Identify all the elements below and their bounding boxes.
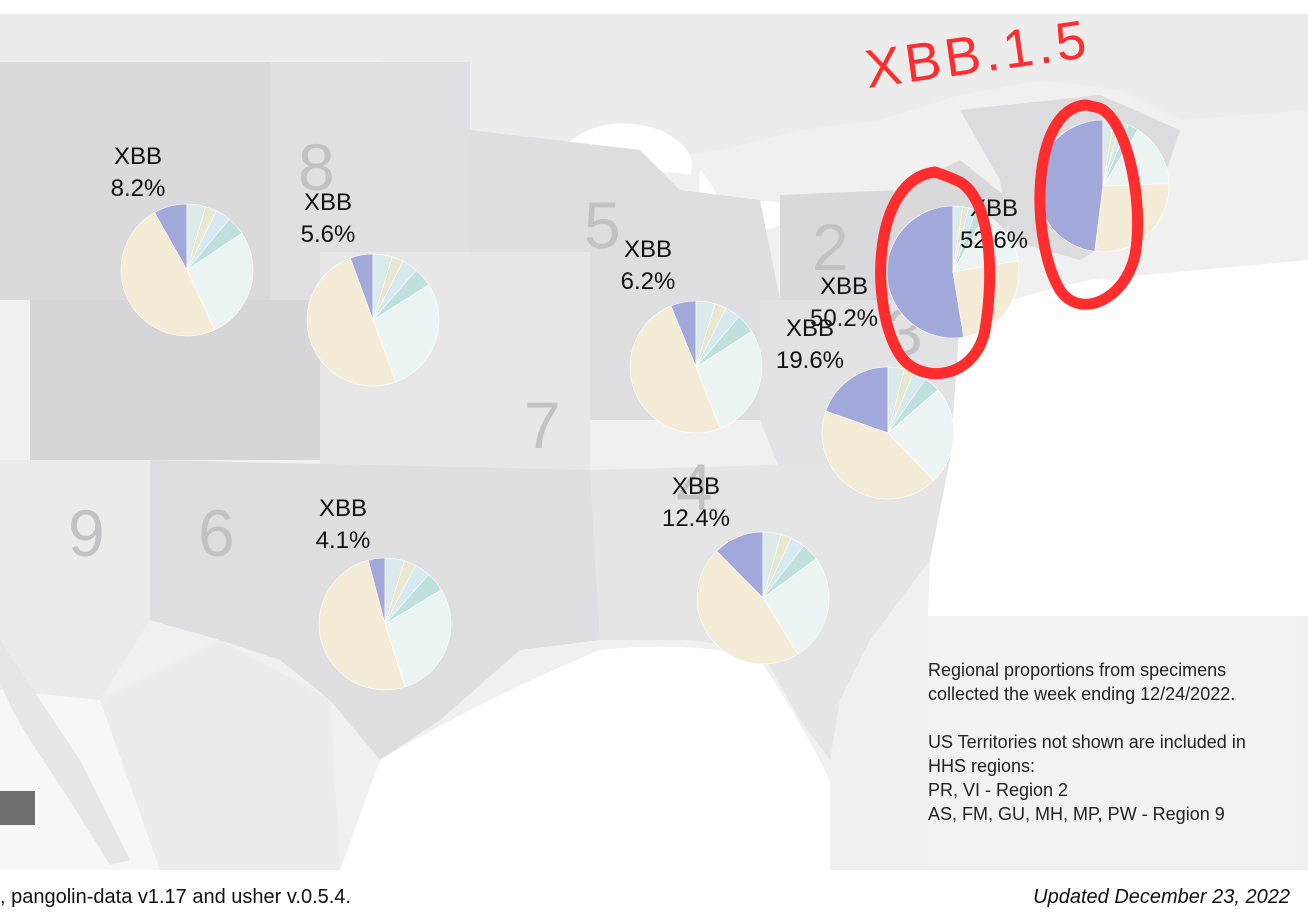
pie-lineage-label: XBB: [672, 473, 720, 500]
annotation-circle-2: [1034, 99, 1144, 310]
canada-land: [0, 14, 1308, 160]
pie-lineage-label: XBB: [820, 273, 868, 300]
pie-lineage-label: XBB: [304, 189, 352, 216]
note-line-4: HHS regions:: [928, 756, 1036, 776]
top-strip: [0, 0, 1308, 14]
pie-r2: [886, 205, 1020, 339]
atlantic-ocean: [928, 260, 1308, 616]
pie-labels: XBB8.2%XBB5.6%XBB6.2%XBB52.6%XBB50.2%XBB…: [111, 143, 1028, 554]
pie-percent-label: 8.2%: [111, 175, 166, 202]
pie-lineage-label: XBB: [114, 143, 162, 170]
region-9-area: [0, 460, 150, 700]
footer-updated: Updated December 23, 2022: [1033, 886, 1290, 908]
legend-note: Regional proportions from specimens coll…: [928, 616, 1294, 866]
note-line-5: PR, VI - Region 2: [928, 780, 1069, 800]
pie-lineage-label: XBB: [319, 495, 367, 522]
pie-slice-other-5: [821, 410, 935, 500]
region-number-5: 5: [584, 188, 621, 262]
pie-r3: [821, 366, 955, 500]
pie-slice-other-4: [384, 589, 452, 688]
note-line-2: collected the week ending 12/24/2022.: [928, 684, 1236, 704]
region-number-7: 7: [524, 388, 561, 462]
pie-lineage-label: XBB: [624, 236, 672, 263]
region-number-2: 2: [812, 210, 849, 284]
pie-percent-label: 4.1%: [316, 527, 371, 554]
footer-source: , pangolin-data v1.17 and usher v.0.5.4.: [0, 886, 351, 908]
region-8: [270, 62, 470, 312]
pie-r5: [629, 300, 763, 434]
pie-slice-other-5: [696, 550, 799, 665]
pie-percent-label: 12.4%: [662, 505, 730, 532]
region-10-area: [30, 300, 320, 460]
pie-percent-label: 5.6%: [301, 221, 356, 248]
pie-percent-label: 19.6%: [776, 347, 844, 374]
pie-lineage-label: XBB: [786, 315, 834, 342]
pie-r8: [306, 253, 440, 387]
mexico-land: [100, 640, 340, 870]
annotation-circle-1: [875, 166, 996, 380]
region-number-6: 6: [198, 496, 235, 570]
pie-r8-west: [120, 203, 254, 337]
pie-percent-label: 6.2%: [621, 268, 676, 295]
pie-slice-other-5: [306, 257, 397, 387]
gulf-of-mexico: [340, 646, 830, 870]
pie-slice-other-4: [695, 331, 763, 429]
note-line-3: US Territories not shown are included in: [928, 732, 1246, 752]
note-line-6: AS, FM, GU, MH, MP, PW - Region 9: [928, 804, 1225, 824]
note-line-1: Regional proportions from specimens: [928, 660, 1227, 680]
legend-swatch: [0, 791, 35, 825]
pie-slice-xbb: [886, 205, 965, 339]
pie-slice-other-4: [372, 284, 440, 383]
pie-slice-other-5: [629, 305, 721, 434]
pie-slice-other-5: [1094, 183, 1170, 253]
pie-percent-label: 50.2%: [810, 305, 878, 332]
baja-peninsula: [0, 640, 130, 865]
pie-slice-other-5: [318, 559, 406, 691]
pie-slice-other-5: [120, 212, 215, 337]
hhs-region-numbers: 85 279 643: [68, 130, 923, 570]
region-number-9: 9: [68, 496, 105, 570]
pie-slice-other-4: [762, 558, 830, 655]
pie-slice-other-4: [887, 389, 955, 481]
pie-r6: [318, 557, 452, 691]
pie-r1: [1036, 119, 1170, 253]
pie-slice-other-4: [1102, 129, 1170, 187]
pie-charts: [120, 119, 1170, 691]
region-number-4: 4: [676, 450, 713, 524]
pie-r4: [696, 531, 830, 665]
region-number-8: 8: [298, 130, 335, 204]
